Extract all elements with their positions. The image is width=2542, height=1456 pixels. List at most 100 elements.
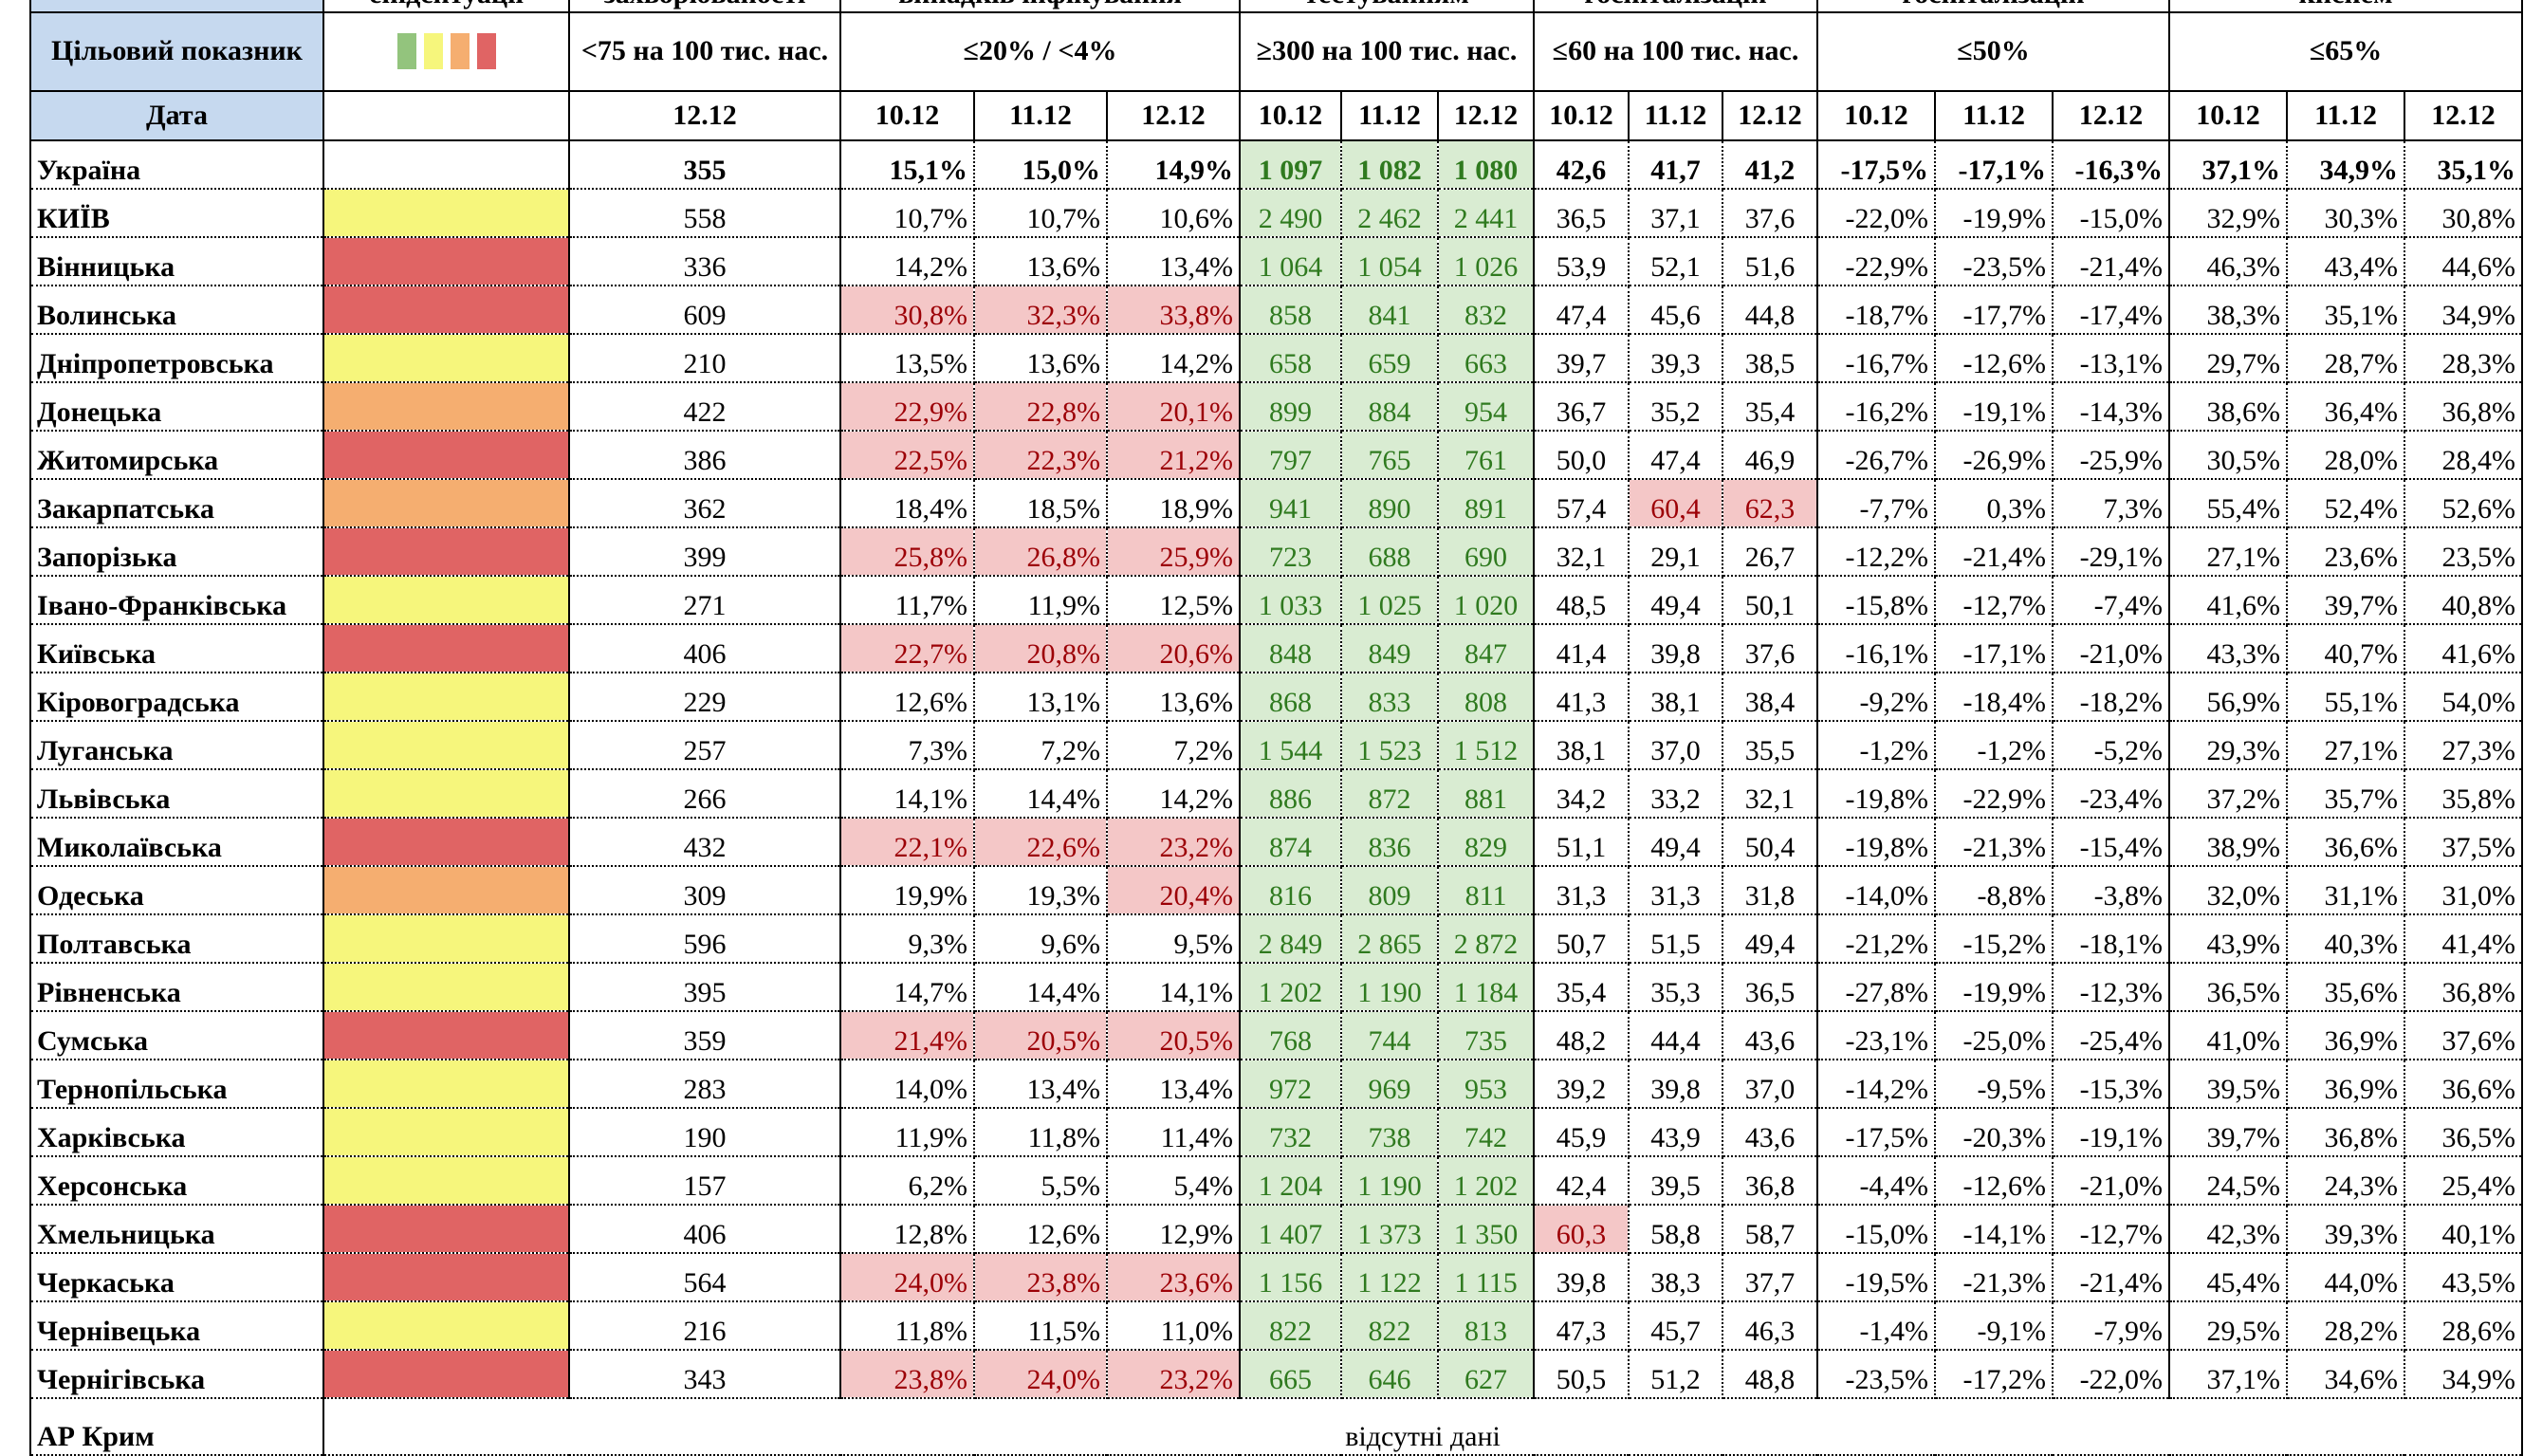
value-cell: 35,4 <box>1534 963 1630 1012</box>
value-cell: -15,4% <box>2053 818 2171 867</box>
value-cell: 36,5 <box>1534 189 1630 238</box>
value-cell: 30,3% <box>2287 189 2406 238</box>
value-cell: 55,4% <box>2169 479 2289 528</box>
data-row: Волинська 609 30,8% 32,3% 33,8% 858 841 832 47,4… <box>29 286 2524 335</box>
value-cell: 30,5% <box>2169 431 2289 480</box>
value-cell: 38,9% <box>2169 818 2289 867</box>
value-cell: -17,1% <box>1935 624 2054 673</box>
value-cell: 849 <box>1341 624 1439 673</box>
value-cell: 11,8% <box>840 1301 975 1351</box>
value-cell: 18,4% <box>840 479 975 528</box>
value-cell: 9,5% <box>1107 914 1241 964</box>
value-cell: 27,3% <box>2404 721 2524 770</box>
value-cell: 688 <box>1341 527 1439 577</box>
value-cell: 953 <box>1438 1060 1536 1109</box>
value-cell: 1 025 <box>1341 576 1439 625</box>
value-cell: 18,9% <box>1107 479 1241 528</box>
value-cell: 7,2% <box>1107 721 1241 770</box>
value-cell: -15,0% <box>1817 1205 1937 1254</box>
value-cell: -14,3% <box>2053 382 2171 432</box>
value-cell: 15,1% <box>840 140 975 190</box>
data-row: Житомирська 386 22,5% 22,3% 21,2% 797 765 761 50… <box>29 431 2524 480</box>
value-cell: 41,4 <box>1534 624 1630 673</box>
value-cell: 12,8% <box>840 1205 975 1254</box>
data-row: Київська 406 22,7% 20,8% 20,6% 848 849 847 41,4 3… <box>29 624 2524 673</box>
value-cell: 43,9 <box>1629 1108 1724 1157</box>
date-header: 11.12 <box>1934 90 2054 141</box>
value-cell: 723 <box>1240 527 1342 577</box>
value-cell: -15,0% <box>2053 189 2171 238</box>
value-cell: -5,2% <box>2053 721 2171 770</box>
value-cell: 34,9% <box>2404 1350 2524 1399</box>
region-name: Дніпропетровська <box>29 334 324 383</box>
value-cell: 1 156 <box>1240 1253 1342 1302</box>
value-cell: -15,2% <box>1935 914 2054 964</box>
value-cell: 14,4% <box>974 963 1108 1012</box>
value-cell: 7,3% <box>840 721 975 770</box>
value-cell: 659 <box>1341 334 1439 383</box>
value-cell: -22,0% <box>1817 189 1937 238</box>
value-cell: 39,3% <box>2287 1205 2406 1254</box>
value-cell: 742 <box>1438 1108 1536 1157</box>
value-cell: -23,5% <box>1817 1350 1937 1399</box>
value-cell: 23,2% <box>1107 818 1241 867</box>
value-cell: 37,2% <box>2169 769 2289 819</box>
value-cell: 33,8% <box>1107 286 1241 335</box>
value-cell: 41,6% <box>2404 624 2524 673</box>
data-row: Харківська 190 11,9% 11,8% 11,4% 732 738 742 45,… <box>29 1108 2524 1157</box>
target-row: Цільовий показник <75 на 100 тис. нас. ≤… <box>29 11 2524 92</box>
value-cell: -12,7% <box>1935 576 2054 625</box>
header-cell: киснем <box>2168 0 2524 13</box>
value-cell: 35,1% <box>2404 140 2524 190</box>
value-cell: 14,2% <box>1107 334 1241 383</box>
value-cell: 7,2% <box>974 721 1108 770</box>
value-cell: 36,9% <box>2287 1011 2406 1060</box>
value-cell: 14,7% <box>840 963 975 1012</box>
value-cell: 44,0% <box>2287 1253 2406 1302</box>
value-cell: 7,3% <box>2053 479 2171 528</box>
region-name: Тернопільська <box>29 1060 324 1109</box>
value-cell: -19,8% <box>1817 818 1937 867</box>
value-cell: 37,1% <box>2169 1350 2289 1399</box>
value-cell: -14,0% <box>1817 866 1937 915</box>
value-cell: 37,7 <box>1722 1253 1819 1302</box>
value-cell: 836 <box>1341 818 1439 867</box>
value-cell: 157 <box>569 1156 841 1206</box>
value-cell: 55,1% <box>2287 673 2406 722</box>
data-row: Тернопільська 283 14,0% 13,4% 13,4% 972 969 953… <box>29 1060 2524 1109</box>
footer-note: відсутні дані <box>323 1398 2524 1456</box>
value-cell: 50,0 <box>1534 431 1630 480</box>
target: ≤50% <box>1816 11 2171 92</box>
value-cell: 27,1% <box>2169 527 2289 577</box>
zone-cell <box>323 624 570 673</box>
value-cell: 19,3% <box>974 866 1108 915</box>
value-cell: 266 <box>569 769 841 819</box>
date-header: 12.12 <box>1722 90 1819 141</box>
value-cell: 41,2 <box>1722 140 1819 190</box>
zone-cell <box>323 431 570 480</box>
region-name: Донецька <box>29 382 324 432</box>
value-cell: 52,1 <box>1629 237 1724 286</box>
value-cell: 38,3 <box>1629 1253 1724 1302</box>
value-cell: 362 <box>569 479 841 528</box>
value-cell: 663 <box>1438 334 1536 383</box>
region-name: Закарпатська <box>29 479 324 528</box>
data-row: Вінницька 336 14,2% 13,6% 13,4% 1 064 1 054 1 0… <box>29 237 2524 286</box>
value-cell: -14,1% <box>1935 1205 2054 1254</box>
value-cell: 359 <box>569 1011 841 1060</box>
value-cell: 35,4 <box>1722 382 1819 432</box>
value-cell: 28,3% <box>2404 334 2524 383</box>
region-name: Запорізька <box>29 527 324 577</box>
value-cell: 42,3% <box>2169 1205 2289 1254</box>
value-cell: -17,5% <box>1817 1108 1937 1157</box>
value-cell: -21,0% <box>2053 1156 2171 1206</box>
value-cell: 1 026 <box>1438 237 1536 286</box>
table-body: Україна 355 15,1% 15,0% 14,9% 1 097 1 082 1 080… <box>29 140 2524 1456</box>
date-header: 10.12 <box>1533 90 1630 141</box>
value-cell: 23,6% <box>1107 1253 1241 1302</box>
value-cell: 43,9% <box>2169 914 2289 964</box>
value-cell: 11,7% <box>840 576 975 625</box>
value-cell: 848 <box>1240 624 1342 673</box>
value-cell: 32,1 <box>1534 527 1630 577</box>
